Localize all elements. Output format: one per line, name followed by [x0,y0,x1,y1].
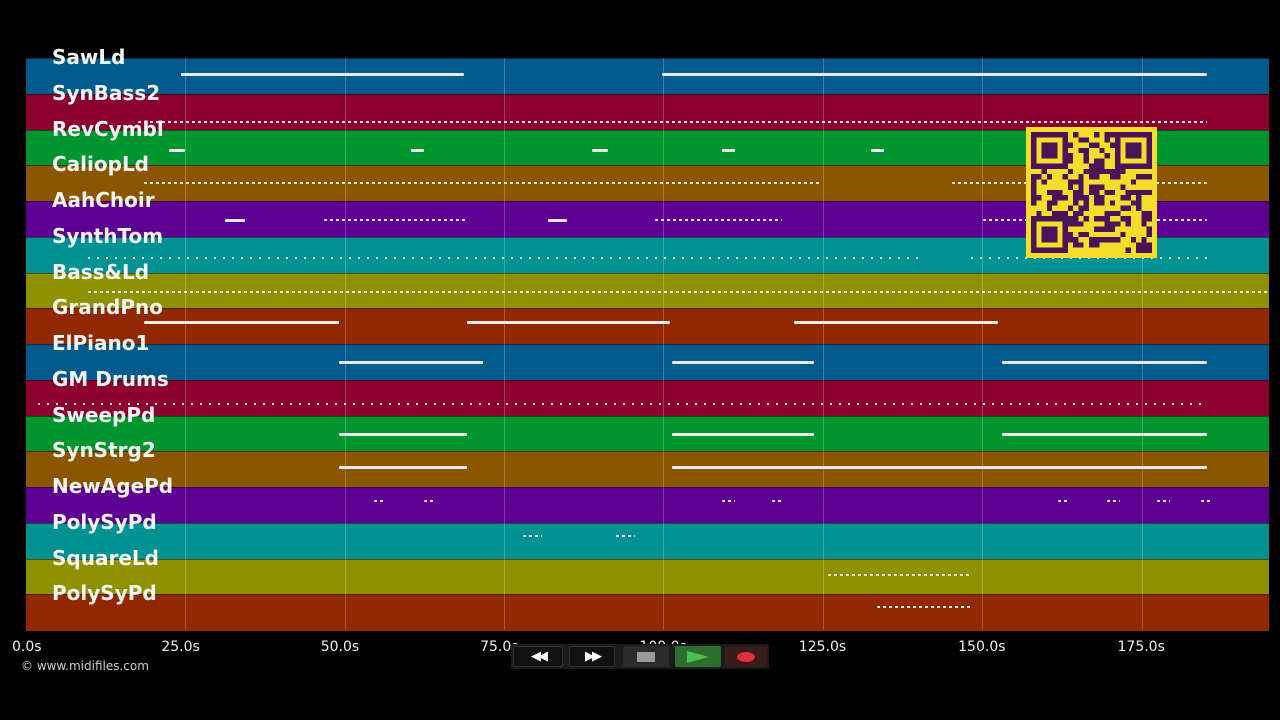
grid-line [344,58,346,630]
midi-note [137,120,1207,123]
midi-note [877,606,971,609]
midi-note [871,148,884,152]
grid-line [982,58,984,630]
play-icon [687,650,709,663]
fast-forward-button[interactable]: ▶▶ [569,646,615,667]
time-tick-label: 0.0s [12,639,42,655]
midi-note [672,361,815,364]
track-name: PolySyPd [52,509,157,534]
track-name: RevCymbl [52,116,164,141]
midi-note [467,321,670,325]
midi-note [662,73,1207,76]
midi-note [722,500,735,502]
midi-note [224,219,245,222]
midi-note [88,256,921,259]
midi-note [672,432,815,436]
midi-note [144,182,822,185]
track-row [26,558,1269,595]
midi-note [168,148,186,152]
midi-note [722,148,735,152]
midi-note [144,321,340,325]
stop-icon [637,651,655,662]
midi-note [827,573,971,576]
play-button[interactable] [675,646,721,667]
track-row [26,58,1269,95]
midi-note [548,219,567,222]
track-row [26,451,1269,488]
midi-note [654,219,782,221]
track-row [26,522,1269,559]
midi-note [591,148,608,152]
midi-note [324,219,468,221]
midi-note [423,500,437,502]
midi-note [523,534,542,537]
track-name: SweepPd [52,402,156,427]
midi-note [1057,500,1071,502]
midi-note [1200,500,1214,502]
track-name: GM Drums [52,366,169,391]
grid-line [504,58,506,630]
track-name: PolySyPd [52,581,157,606]
track-row [26,415,1269,452]
grid-line [1141,58,1143,630]
time-tick-label: 125.0s [798,639,847,655]
rewind-button[interactable]: ◀◀ [513,646,563,667]
track-name: NewAgePd [52,474,174,498]
track-row [26,487,1269,524]
grid-line [663,58,665,630]
midi-note [339,466,468,470]
midi-note [1001,432,1207,436]
record-icon [737,651,755,662]
time-tick-label: 175.0s [1117,639,1165,655]
midi-note [339,432,468,436]
midi-note [794,321,999,325]
track-name: SynthTom [52,223,164,248]
track-name: Bass&Ld [52,259,150,284]
track-name: CaliopLd [52,152,150,177]
transport-controls: ◀◀ ▶▶ [511,644,769,669]
time-tick-label: 50.0s [320,639,360,655]
track-name: SynBass2 [52,80,161,105]
track-row [26,93,1269,130]
fast-forward-icon: ▶▶ [585,649,602,664]
track-name: GrandPno [52,295,163,320]
track-name: SquareLd [52,545,159,570]
record-button[interactable] [725,646,767,667]
track-name: ElPiano1 [52,331,150,355]
midi-note [339,361,484,364]
track-row [26,379,1269,416]
track-name: AahChoir [52,188,155,212]
track-row [26,594,1269,631]
track-name: SynStrg2 [52,438,156,463]
track-row [26,308,1269,345]
midi-note [616,534,636,537]
midi-note [1107,500,1120,502]
time-tick-label: 150.0s [958,639,1006,655]
midi-note [88,290,1269,293]
midi-note [374,500,387,502]
midi-note [411,148,424,152]
grid-line [185,58,187,630]
track-row [26,272,1269,309]
stop-button[interactable] [623,646,669,667]
grid-line [822,58,824,630]
midi-note [38,402,1207,405]
time-tick-label: 25.0s [161,639,200,655]
midi-note [1001,361,1207,364]
time-tick-label: 75.0s [480,639,519,655]
qr-code-icon[interactable] [1026,127,1157,258]
track-row [26,344,1269,381]
track-name: SawLd [52,45,126,69]
midi-note [672,466,1207,470]
copyright-text: © www.midifiles.com [21,659,149,673]
midi-note [771,500,785,502]
midi-note [181,73,464,76]
midi-note [1157,500,1170,502]
rewind-icon: ◀◀ [531,649,548,664]
